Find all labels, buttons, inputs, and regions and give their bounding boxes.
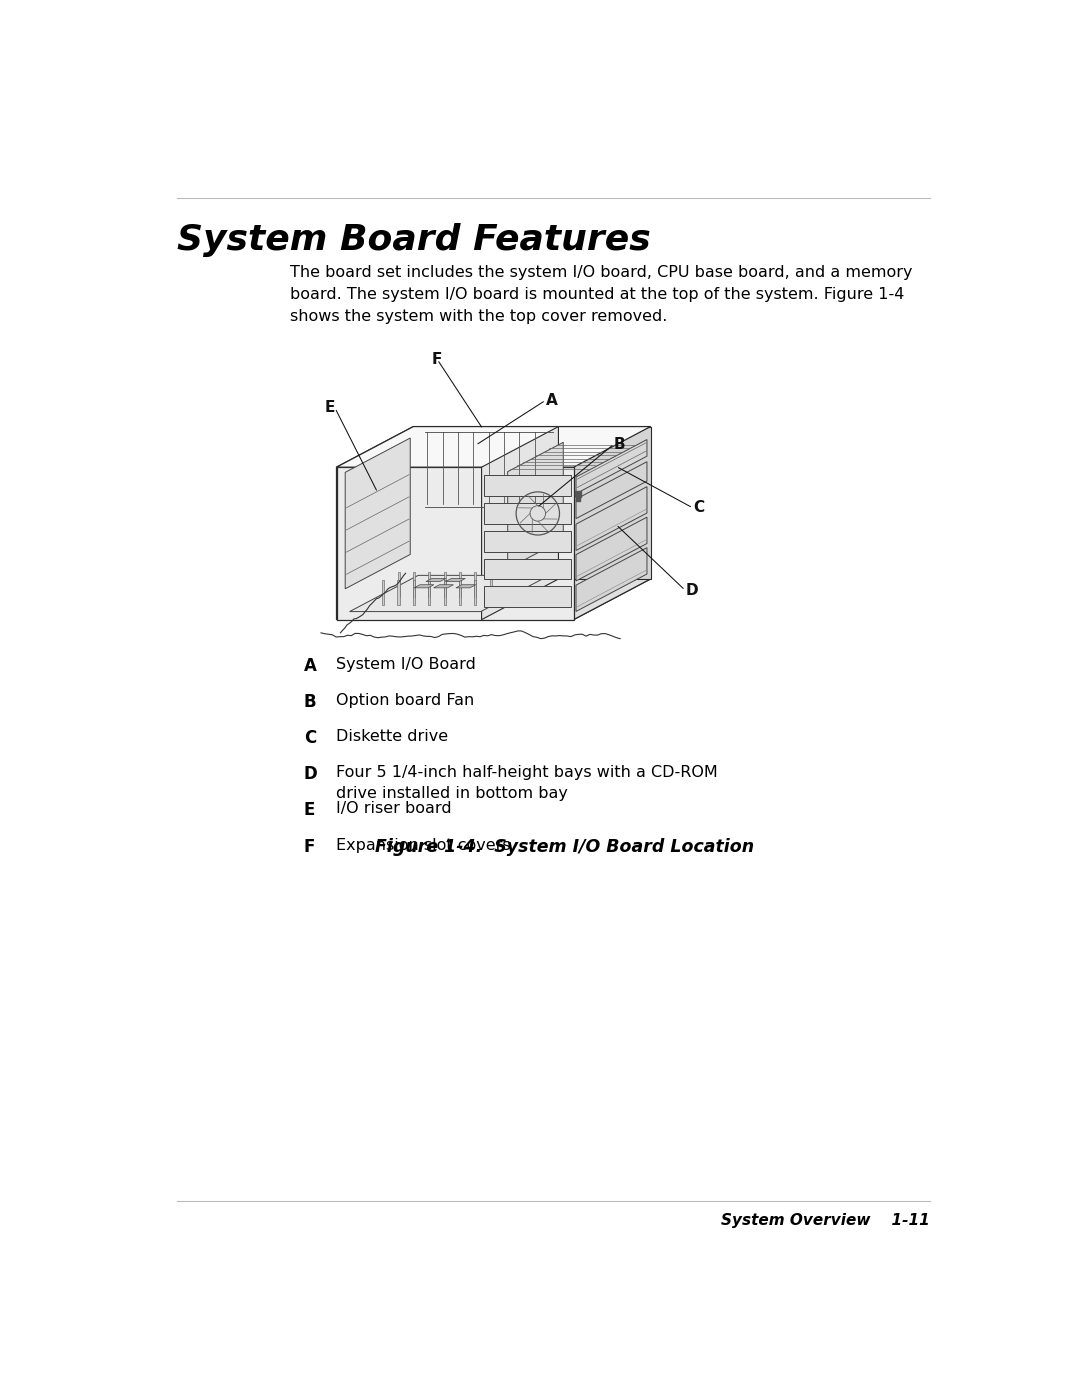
Polygon shape — [444, 580, 446, 605]
Polygon shape — [397, 571, 400, 597]
Polygon shape — [445, 578, 465, 581]
Polygon shape — [508, 443, 564, 569]
Polygon shape — [576, 517, 647, 581]
Text: Diskette drive: Diskette drive — [337, 729, 448, 745]
Text: E: E — [325, 401, 335, 415]
Text: B: B — [613, 437, 625, 451]
Polygon shape — [433, 585, 454, 588]
Polygon shape — [576, 486, 647, 550]
Polygon shape — [337, 426, 650, 467]
Polygon shape — [444, 571, 446, 597]
Text: F: F — [432, 352, 443, 367]
Text: C: C — [303, 729, 316, 747]
Text: F: F — [303, 838, 315, 855]
Text: D: D — [303, 766, 318, 784]
Polygon shape — [573, 426, 650, 620]
Polygon shape — [474, 580, 476, 605]
Polygon shape — [459, 571, 461, 597]
Polygon shape — [350, 576, 550, 612]
Polygon shape — [576, 440, 647, 493]
Text: Expansion slot covers: Expansion slot covers — [337, 838, 511, 852]
Polygon shape — [382, 580, 384, 605]
Text: A: A — [303, 657, 316, 675]
Polygon shape — [484, 559, 571, 580]
Polygon shape — [484, 531, 571, 552]
Polygon shape — [576, 548, 647, 612]
Text: D: D — [685, 583, 698, 598]
Polygon shape — [414, 426, 650, 578]
Polygon shape — [428, 571, 431, 597]
Polygon shape — [482, 426, 558, 620]
Polygon shape — [484, 503, 571, 524]
Text: System Board Features: System Board Features — [177, 224, 650, 257]
Text: I/O riser board: I/O riser board — [337, 802, 453, 816]
Polygon shape — [337, 467, 573, 620]
Polygon shape — [428, 580, 431, 605]
Polygon shape — [489, 571, 491, 597]
Polygon shape — [474, 571, 476, 597]
Polygon shape — [484, 475, 571, 496]
Polygon shape — [484, 587, 571, 608]
Polygon shape — [456, 585, 476, 588]
Text: Four 5 1/4-inch half-height bays with a CD-ROM
drive installed in bottom bay: Four 5 1/4-inch half-height bays with a … — [337, 766, 718, 800]
Text: B: B — [303, 693, 316, 711]
Text: Option board Fan: Option board Fan — [337, 693, 475, 708]
Text: System I/O Board: System I/O Board — [337, 657, 476, 672]
Polygon shape — [576, 461, 647, 518]
Polygon shape — [413, 580, 415, 605]
Polygon shape — [413, 571, 415, 597]
Polygon shape — [414, 585, 434, 588]
Text: E: E — [303, 802, 315, 820]
Polygon shape — [459, 580, 461, 605]
Polygon shape — [337, 426, 414, 620]
Text: C: C — [693, 500, 704, 515]
Polygon shape — [337, 578, 650, 620]
Polygon shape — [426, 578, 446, 581]
Text: A: A — [545, 393, 557, 408]
Text: The board set includes the system I/O board, CPU base board, and a memory
board.: The board set includes the system I/O bo… — [291, 265, 913, 324]
Polygon shape — [346, 439, 410, 588]
Text: Figure 1-4.  System I/O Board Location: Figure 1-4. System I/O Board Location — [375, 838, 754, 855]
Polygon shape — [397, 580, 400, 605]
Text: System Overview    1-11: System Overview 1-11 — [721, 1213, 930, 1228]
